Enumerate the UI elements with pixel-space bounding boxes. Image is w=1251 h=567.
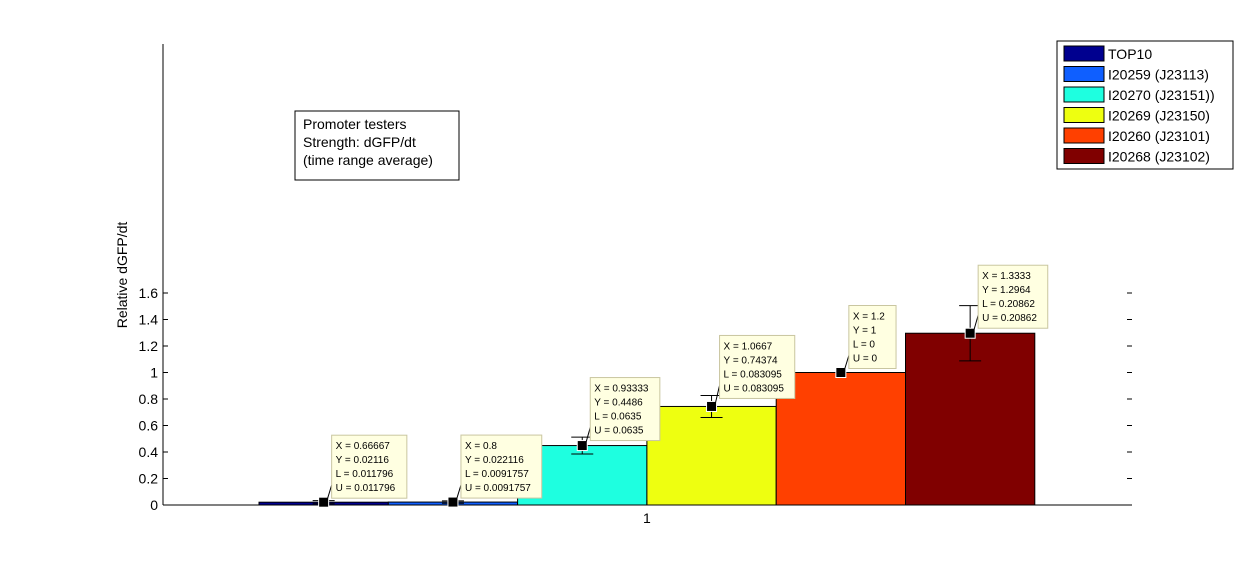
datatip-4: X = 1.2 Y = 1 L = 0 U = 0 — [844, 305, 897, 369]
annotation-line-3: (time range average) — [303, 152, 433, 168]
datatip-line: X = 1.3333 — [982, 271, 1031, 282]
y-tick-label: 1 — [150, 365, 158, 381]
annotation-line-1: Promoter testers — [303, 116, 406, 132]
datatip-marker-4[interactable] — [835, 367, 847, 378]
legend-swatch-0 — [1063, 45, 1105, 62]
datatip-line: U = 0.011796 — [336, 483, 396, 494]
y-tick-label: 1.2 — [139, 338, 159, 354]
datatip-line: Y = 0.02116 — [336, 455, 390, 466]
datatip-line: Y = 0.4486 — [594, 398, 643, 409]
datatip-line: L = 0 — [853, 340, 876, 351]
datatip-line: U = 0.0091757 — [465, 483, 531, 494]
datatip-line: L = 0.083095 — [724, 369, 783, 380]
y-tick-label: 0.6 — [139, 418, 159, 434]
legend-swatch-1 — [1063, 66, 1105, 82]
annotation-line-2: Strength: dGFP/dt — [303, 134, 416, 150]
datatip-box — [331, 434, 408, 499]
datatip-marker-3[interactable] — [706, 400, 718, 412]
legend-swatch-2 — [1063, 86, 1105, 103]
datatip-pointer — [585, 427, 591, 442]
datatip-markers — [318, 327, 976, 508]
legend-swatch-5 — [1063, 148, 1105, 164]
datatip-line: Y = 0.022116 — [465, 455, 524, 466]
datatip-1: X = 0.8 Y = 0.022116 L = 0.0091757 U = 0.00… — [456, 434, 543, 499]
datatip-marker-5[interactable] — [964, 327, 976, 339]
datatip-3: X = 1.0667 Y = 0.74374 L = 0.083095 U = 0.0… — [715, 334, 796, 403]
x-ticks: 1 — [643, 500, 651, 526]
datatip-line: L = 0.0091757 — [465, 469, 529, 480]
y-tick-label: 1.6 — [139, 285, 159, 301]
y-tick-label: 0 — [150, 497, 158, 513]
y-tick-label: 0.4 — [139, 444, 159, 460]
datatip-line: X = 0.8 — [465, 441, 497, 452]
datatip-line: L = 0.0635 — [594, 412, 642, 423]
datatip-line: U = 0 — [853, 354, 878, 365]
legend-swatch-3 — [1063, 107, 1105, 123]
datatip-line: L = 0.011796 — [336, 469, 394, 480]
datatip-line: U = 0.083095 — [724, 383, 785, 394]
y-ticks: 0 0.2 0.4 0.6 0.8 1 1.2 1.4 1.6 — [139, 285, 1132, 513]
y-axis-label: Relative dGFP/dt — [114, 222, 130, 329]
datatip-2: X = 0.93333 Y = 0.4486 L = 0.0635 U = 0.063… — [585, 377, 661, 442]
legend-swatch-4 — [1063, 127, 1105, 144]
legend-label-0: TOP10 — [1108, 46, 1152, 62]
datatip-line: Y = 1 — [853, 326, 877, 337]
y-tick-label: 0.8 — [139, 391, 159, 407]
legend-label-2: I20270 (J23151)) — [1108, 87, 1215, 103]
bar-3 — [646, 405, 777, 506]
datatip-marker-2[interactable] — [576, 440, 588, 452]
datatip-box — [460, 434, 543, 499]
datatip-pointer — [456, 484, 462, 499]
datatip-line: L = 0.20862 — [982, 299, 1035, 310]
datatip-pointer — [715, 385, 721, 403]
datatip-box — [848, 305, 897, 369]
legend-label-5: I20268 (J23102) — [1108, 149, 1210, 165]
datatip-line: X = 1.2 — [853, 312, 885, 323]
y-tick-label: 1.4 — [139, 312, 159, 328]
datatip-box — [589, 377, 661, 442]
datatip-line: U = 0.0635 — [594, 426, 644, 437]
datatip-pointer — [973, 315, 979, 330]
legend: TOP10 I20259 (J23113) I20270 (J23151)) I202… — [1056, 40, 1234, 170]
datatip-line: X = 0.93333 — [594, 384, 649, 395]
datatip-box — [719, 334, 796, 399]
datatip-marker-0[interactable] — [318, 496, 330, 508]
datatips: X = 0.66667 Y = 0.02116 L = 0.011796 U = 0.… — [327, 264, 1049, 499]
datatip-marker-1[interactable] — [447, 496, 459, 508]
y-tick-label: 0.2 — [139, 471, 159, 487]
bar-4 — [775, 372, 907, 506]
legend-label-4: I20260 (J23101) — [1108, 128, 1210, 144]
datatip-line: X = 0.66667 — [336, 441, 391, 452]
datatip-box — [977, 264, 1049, 329]
legend-label-1: I20259 (J23113) — [1108, 67, 1209, 83]
datatip-line: Y = 1.2964 — [982, 285, 1031, 296]
datatip-line: Y = 0.74374 — [724, 355, 778, 366]
annotation-box: Promoter testers Strength: dGFP/dt (time… — [294, 110, 460, 181]
datatip-line: X = 1.0667 — [724, 341, 773, 352]
legend-label-3: I20269 (J23150) — [1108, 108, 1210, 124]
x-tick-label: 1 — [643, 510, 651, 526]
legend-frame — [1056, 40, 1234, 170]
datatip-pointer — [327, 485, 333, 499]
datatip-5: X = 1.3333 Y = 1.2964 L = 0.20862 U = 0.208… — [973, 264, 1049, 330]
datatip-pointer — [844, 355, 850, 369]
bar-5 — [905, 332, 1036, 506]
datatip-0: X = 0.66667 Y = 0.02116 L = 0.011796 U = 0.… — [327, 434, 408, 499]
datatip-line: U = 0.20862 — [982, 313, 1037, 324]
bars-layer — [258, 332, 1036, 506]
annotation-frame — [294, 110, 460, 181]
